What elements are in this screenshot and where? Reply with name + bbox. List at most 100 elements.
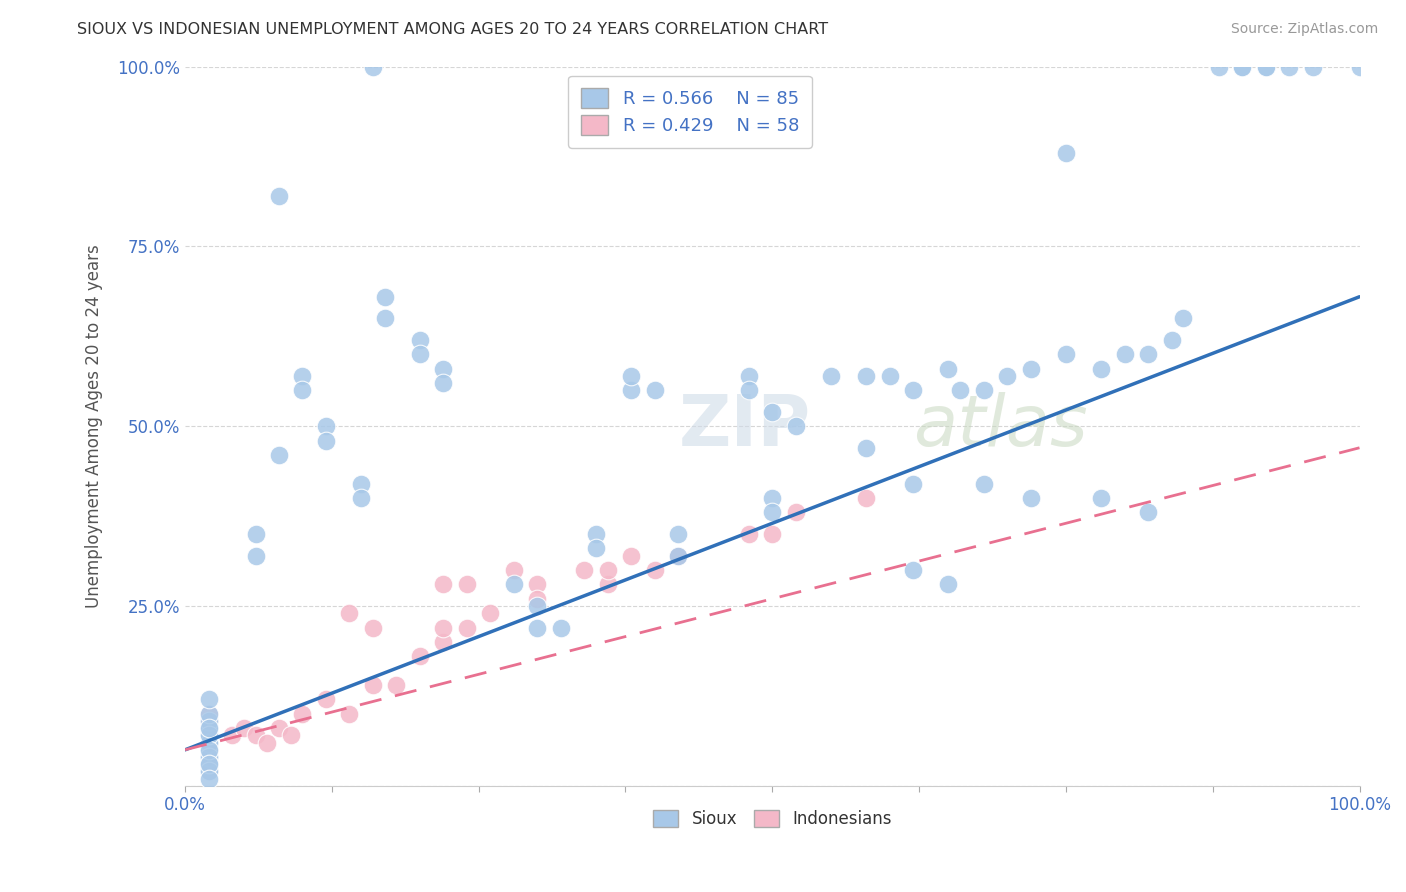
Text: atlas: atlas	[914, 392, 1088, 460]
Point	[197, 714, 219, 728]
Point	[1137, 347, 1160, 361]
Point	[1348, 60, 1371, 74]
Point	[738, 383, 761, 397]
Point	[291, 706, 314, 721]
Point	[197, 750, 219, 764]
Point	[574, 563, 596, 577]
Point	[1160, 333, 1182, 347]
Point	[315, 692, 337, 706]
Point	[526, 577, 548, 591]
Point	[526, 599, 548, 613]
Point	[197, 736, 219, 750]
Point	[197, 714, 219, 728]
Point	[432, 376, 454, 390]
Point	[361, 678, 384, 692]
Point	[197, 764, 219, 779]
Point	[995, 368, 1018, 383]
Point	[197, 764, 219, 779]
Point	[820, 368, 842, 383]
Point	[197, 764, 219, 779]
Point	[620, 549, 643, 563]
Point	[197, 750, 219, 764]
Point	[1230, 60, 1253, 74]
Point	[267, 721, 290, 735]
Point	[903, 476, 925, 491]
Point	[666, 549, 689, 563]
Legend: Sioux, Indonesians: Sioux, Indonesians	[647, 804, 898, 835]
Point	[503, 577, 526, 591]
Point	[785, 419, 807, 434]
Point	[197, 750, 219, 764]
Point	[197, 743, 219, 757]
Point	[855, 441, 877, 455]
Point	[339, 706, 361, 721]
Point	[197, 706, 219, 721]
Point	[973, 383, 995, 397]
Point	[738, 368, 761, 383]
Point	[197, 736, 219, 750]
Point	[644, 383, 666, 397]
Point	[1019, 491, 1042, 505]
Point	[479, 606, 502, 620]
Point	[596, 563, 619, 577]
Point	[339, 606, 361, 620]
Point	[232, 721, 254, 735]
Point	[1302, 60, 1324, 74]
Point	[197, 736, 219, 750]
Point	[503, 563, 526, 577]
Point	[409, 347, 432, 361]
Point	[197, 757, 219, 772]
Point	[280, 728, 302, 742]
Point	[197, 728, 219, 742]
Point	[938, 577, 960, 591]
Point	[361, 60, 384, 74]
Point	[432, 635, 454, 649]
Point	[197, 750, 219, 764]
Point	[1090, 491, 1112, 505]
Point	[409, 649, 432, 664]
Point	[550, 621, 572, 635]
Point	[197, 757, 219, 772]
Point	[350, 491, 373, 505]
Point	[1254, 60, 1277, 74]
Point	[291, 368, 314, 383]
Point	[761, 405, 783, 419]
Point	[903, 563, 925, 577]
Point	[785, 506, 807, 520]
Point	[350, 476, 373, 491]
Point	[197, 764, 219, 779]
Point	[973, 476, 995, 491]
Point	[1254, 60, 1277, 74]
Point	[432, 577, 454, 591]
Point	[361, 621, 384, 635]
Point	[374, 311, 396, 326]
Point	[585, 541, 607, 556]
Point	[197, 692, 219, 706]
Point	[197, 743, 219, 757]
Point	[432, 361, 454, 376]
Point	[761, 491, 783, 505]
Point	[197, 757, 219, 772]
Point	[620, 368, 643, 383]
Point	[1054, 347, 1077, 361]
Point	[949, 383, 972, 397]
Point	[197, 721, 219, 735]
Point	[1278, 60, 1301, 74]
Point	[1173, 311, 1195, 326]
Point	[197, 772, 219, 786]
Point	[432, 621, 454, 635]
Text: Source: ZipAtlas.com: Source: ZipAtlas.com	[1230, 22, 1378, 37]
Point	[761, 506, 783, 520]
Point	[315, 419, 337, 434]
Point	[197, 736, 219, 750]
Point	[738, 527, 761, 541]
Point	[409, 333, 432, 347]
Point	[585, 527, 607, 541]
Point	[197, 743, 219, 757]
Point	[1230, 60, 1253, 74]
Point	[197, 721, 219, 735]
Point	[456, 621, 478, 635]
Point	[385, 678, 408, 692]
Point	[315, 434, 337, 448]
Point	[1019, 361, 1042, 376]
